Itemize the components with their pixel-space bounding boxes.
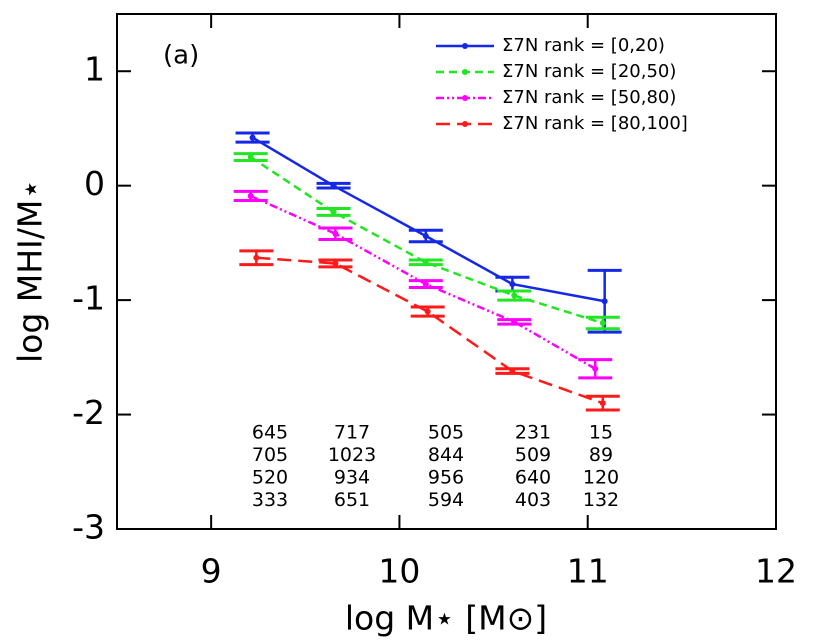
count-label: 594: [428, 489, 464, 511]
point: [422, 281, 429, 288]
count-label: 520: [252, 467, 288, 489]
panel-label: (a): [163, 41, 199, 71]
legend-marker: [462, 121, 468, 127]
point: [332, 260, 339, 267]
point: [247, 154, 254, 161]
point: [330, 208, 337, 215]
count-label: 844: [428, 444, 464, 466]
legend-marker: [462, 69, 468, 75]
count-label: 956: [428, 467, 464, 489]
series-line: [250, 194, 596, 370]
point: [330, 182, 337, 189]
point: [601, 298, 608, 305]
count-label: 89: [589, 444, 613, 466]
point: [424, 308, 431, 315]
point: [599, 400, 606, 407]
point: [247, 192, 254, 199]
point: [509, 281, 516, 288]
y-tick-label: 0: [84, 164, 105, 203]
count-label: 231: [515, 422, 551, 444]
point: [509, 368, 516, 375]
count-label: 120: [583, 467, 619, 489]
count-label: 132: [583, 489, 619, 511]
point: [592, 365, 599, 372]
count-label: 651: [334, 489, 370, 511]
count-label: 645: [252, 422, 288, 444]
x-axis-label: log M⋆ [M⊙]: [345, 599, 547, 638]
legend-label: Σ7N rank = [50,80): [502, 87, 676, 108]
point: [511, 292, 518, 299]
legend-label: Σ7N rank = [80,100]: [502, 113, 688, 134]
x-tick-label: 12: [755, 552, 797, 591]
plot-frame: [116, 13, 777, 530]
legend-marker: [462, 95, 468, 101]
x-tick-label: 9: [201, 552, 222, 591]
y-tick-label: -3: [72, 508, 105, 547]
legend-label: Σ7N rank = [0,20): [502, 35, 665, 56]
count-label: 1023: [328, 444, 376, 466]
point: [249, 134, 256, 141]
point: [599, 320, 606, 326]
point: [422, 259, 429, 266]
x-tick-label: 10: [378, 552, 420, 591]
y-tick-label: -2: [72, 393, 105, 432]
count-label: 705: [252, 444, 288, 466]
count-label: 505: [428, 422, 464, 444]
count-label: 717: [334, 422, 370, 444]
y-tick-label: 1: [84, 50, 105, 89]
count-label: 509: [515, 444, 551, 466]
point: [332, 230, 339, 237]
count-label: 333: [252, 489, 288, 511]
point: [511, 318, 518, 325]
count-label: 934: [334, 467, 370, 489]
count-label: 403: [515, 489, 551, 511]
y-tick-label: -1: [72, 279, 105, 318]
point: [253, 254, 260, 261]
series-line: [249, 156, 604, 325]
legend-label: Σ7N rank = [20,50): [502, 61, 676, 82]
series-line: [256, 256, 604, 405]
count-label: 15: [589, 422, 613, 444]
legend-marker: [462, 43, 468, 49]
point: [422, 233, 429, 240]
x-tick-label: 11: [567, 552, 609, 591]
count-label: 640: [515, 467, 551, 489]
y-axis-label: log MHI/M⋆: [11, 179, 50, 363]
